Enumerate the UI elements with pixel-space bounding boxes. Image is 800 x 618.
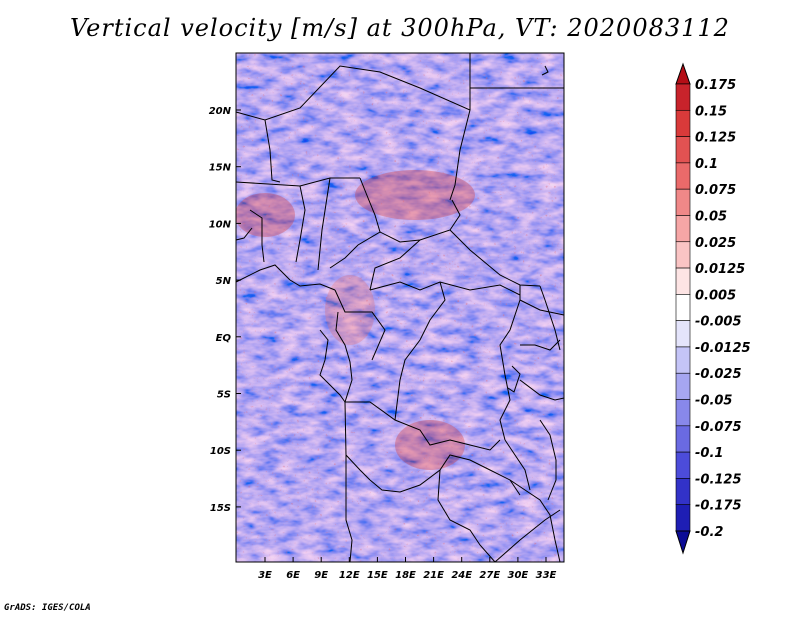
colorbar-swatch bbox=[675, 83, 691, 111]
lat-label: 5N bbox=[216, 276, 232, 287]
lon-label: 15E bbox=[367, 570, 388, 581]
colorbar-swatch bbox=[675, 346, 691, 374]
colorbar-swatch bbox=[675, 241, 691, 269]
lon-label: 21E bbox=[423, 570, 444, 581]
colorbar-label: -0.05 bbox=[695, 394, 732, 409]
colorbar-swatch bbox=[675, 478, 691, 506]
lon-label: 18E bbox=[395, 570, 416, 581]
colorbar-label: -0.005 bbox=[695, 315, 742, 330]
colorbar-label: 0.125 bbox=[695, 131, 736, 146]
colorbar-swatch bbox=[675, 451, 691, 479]
colorbar-swatch bbox=[675, 267, 691, 295]
colorbar-label: -0.2 bbox=[695, 525, 723, 540]
lat-label: 10N bbox=[209, 219, 232, 230]
colorbar-swatch bbox=[675, 294, 691, 321]
lat-label: 15N bbox=[209, 163, 232, 174]
colorbar-swatch bbox=[675, 399, 691, 427]
country-borders bbox=[235, 53, 565, 563]
velocity-field bbox=[236, 53, 564, 562]
latitude-axis: 20N 15N 10N 5N EQ 5S 10S 15S bbox=[209, 106, 241, 514]
colorbar: 0.175 0.15 0.125 0.1 0.075 0.05 0.025 0.0125 0.0… bbox=[675, 62, 751, 555]
colorbar-label: -0.125 bbox=[695, 472, 742, 487]
colorbar-swatch bbox=[675, 215, 691, 243]
colorbar-label: 0.175 bbox=[695, 78, 736, 93]
lon-label: 3E bbox=[258, 570, 272, 581]
colorbar-label: 0.0125 bbox=[695, 262, 745, 277]
colorbar-label: 0.05 bbox=[695, 209, 727, 224]
lat-label: 5S bbox=[217, 390, 231, 401]
grads-credit: GrADS: IGES/COLA bbox=[4, 603, 91, 613]
lon-label: 27E bbox=[479, 570, 500, 581]
lon-label: 24E bbox=[451, 570, 472, 581]
colorbar-label: 0.1 bbox=[695, 157, 718, 172]
colorbar-label: -0.0125 bbox=[695, 341, 751, 356]
chart-title: Vertical velocity [m/s] at 300hPa, VT: 2… bbox=[70, 14, 730, 42]
colorbar-swatch bbox=[675, 425, 691, 453]
colorbar-swatch bbox=[675, 162, 691, 190]
map-frame bbox=[235, 52, 565, 563]
lon-label: 12E bbox=[339, 570, 360, 581]
colorbar-swatch bbox=[675, 188, 691, 216]
colorbar-label: -0.025 bbox=[695, 367, 742, 382]
colorbar-swatch bbox=[675, 320, 691, 348]
colorbar-swatch bbox=[675, 136, 691, 164]
lat-label: 10S bbox=[210, 446, 231, 457]
lat-label: 20N bbox=[209, 106, 232, 117]
colorbar-top-arrow bbox=[675, 62, 691, 85]
colorbar-label: 0.075 bbox=[695, 183, 736, 198]
colorbar-bottom-arrow bbox=[675, 530, 691, 555]
colorbar-label: -0.175 bbox=[695, 499, 742, 514]
colorbar-swatch bbox=[675, 109, 691, 137]
lat-label: EQ bbox=[216, 333, 232, 344]
colorbar-swatch bbox=[675, 504, 691, 532]
longitude-axis: 3E 6E 9E 12E 15E 18E 21E 24E 27E 30E 33E bbox=[258, 557, 557, 581]
colorbar-label: -0.075 bbox=[695, 420, 742, 435]
lon-label: 33E bbox=[536, 570, 557, 581]
lon-label: 6E bbox=[286, 570, 300, 581]
colorbar-label: -0.1 bbox=[695, 446, 723, 461]
lat-label: 15S bbox=[210, 503, 231, 514]
colorbar-swatch bbox=[675, 372, 691, 400]
lon-label: 30E bbox=[508, 570, 529, 581]
colorbar-label: 0.025 bbox=[695, 236, 736, 251]
colorbar-label: 0.005 bbox=[695, 288, 736, 303]
lon-label: 9E bbox=[314, 570, 328, 581]
colorbar-label: 0.15 bbox=[695, 104, 727, 119]
